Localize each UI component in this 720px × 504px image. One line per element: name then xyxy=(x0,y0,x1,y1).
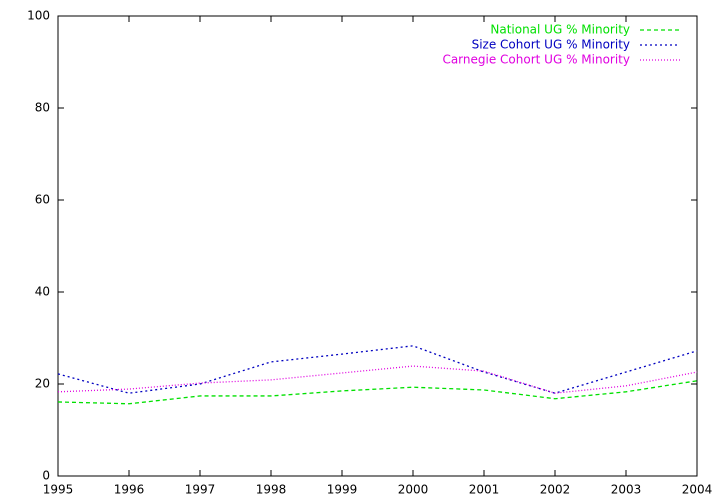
series-line xyxy=(57,365,698,394)
legend-label: Carnegie Cohort UG % Minority xyxy=(442,53,630,67)
y-tick-label: 100 xyxy=(27,9,50,23)
legend-label: National UG % Minority xyxy=(490,23,630,37)
x-tick-label: 2002 xyxy=(540,483,571,497)
y-tick-label: 80 xyxy=(35,101,50,115)
x-tick-label: 1996 xyxy=(114,483,145,497)
series-line xyxy=(57,380,698,405)
x-tick-label: 2004 xyxy=(682,483,713,497)
x-tick-label: 2001 xyxy=(469,483,500,497)
legend-label: Size Cohort UG % Minority xyxy=(472,38,630,52)
x-tick-label: 2000 xyxy=(398,483,429,497)
y-tick-label: 0 xyxy=(42,469,50,483)
x-tick-label: 1997 xyxy=(185,483,216,497)
x-tick-label: 1999 xyxy=(327,483,358,497)
y-tick-label: 40 xyxy=(35,285,50,299)
series-line xyxy=(57,345,698,394)
x-tick-label: 1995 xyxy=(43,483,74,497)
x-tick-label: 2003 xyxy=(611,483,642,497)
y-tick-label: 20 xyxy=(35,377,50,391)
x-tick-label: 1998 xyxy=(256,483,287,497)
plot-frame xyxy=(57,15,698,477)
y-tick-label: 60 xyxy=(35,193,50,207)
